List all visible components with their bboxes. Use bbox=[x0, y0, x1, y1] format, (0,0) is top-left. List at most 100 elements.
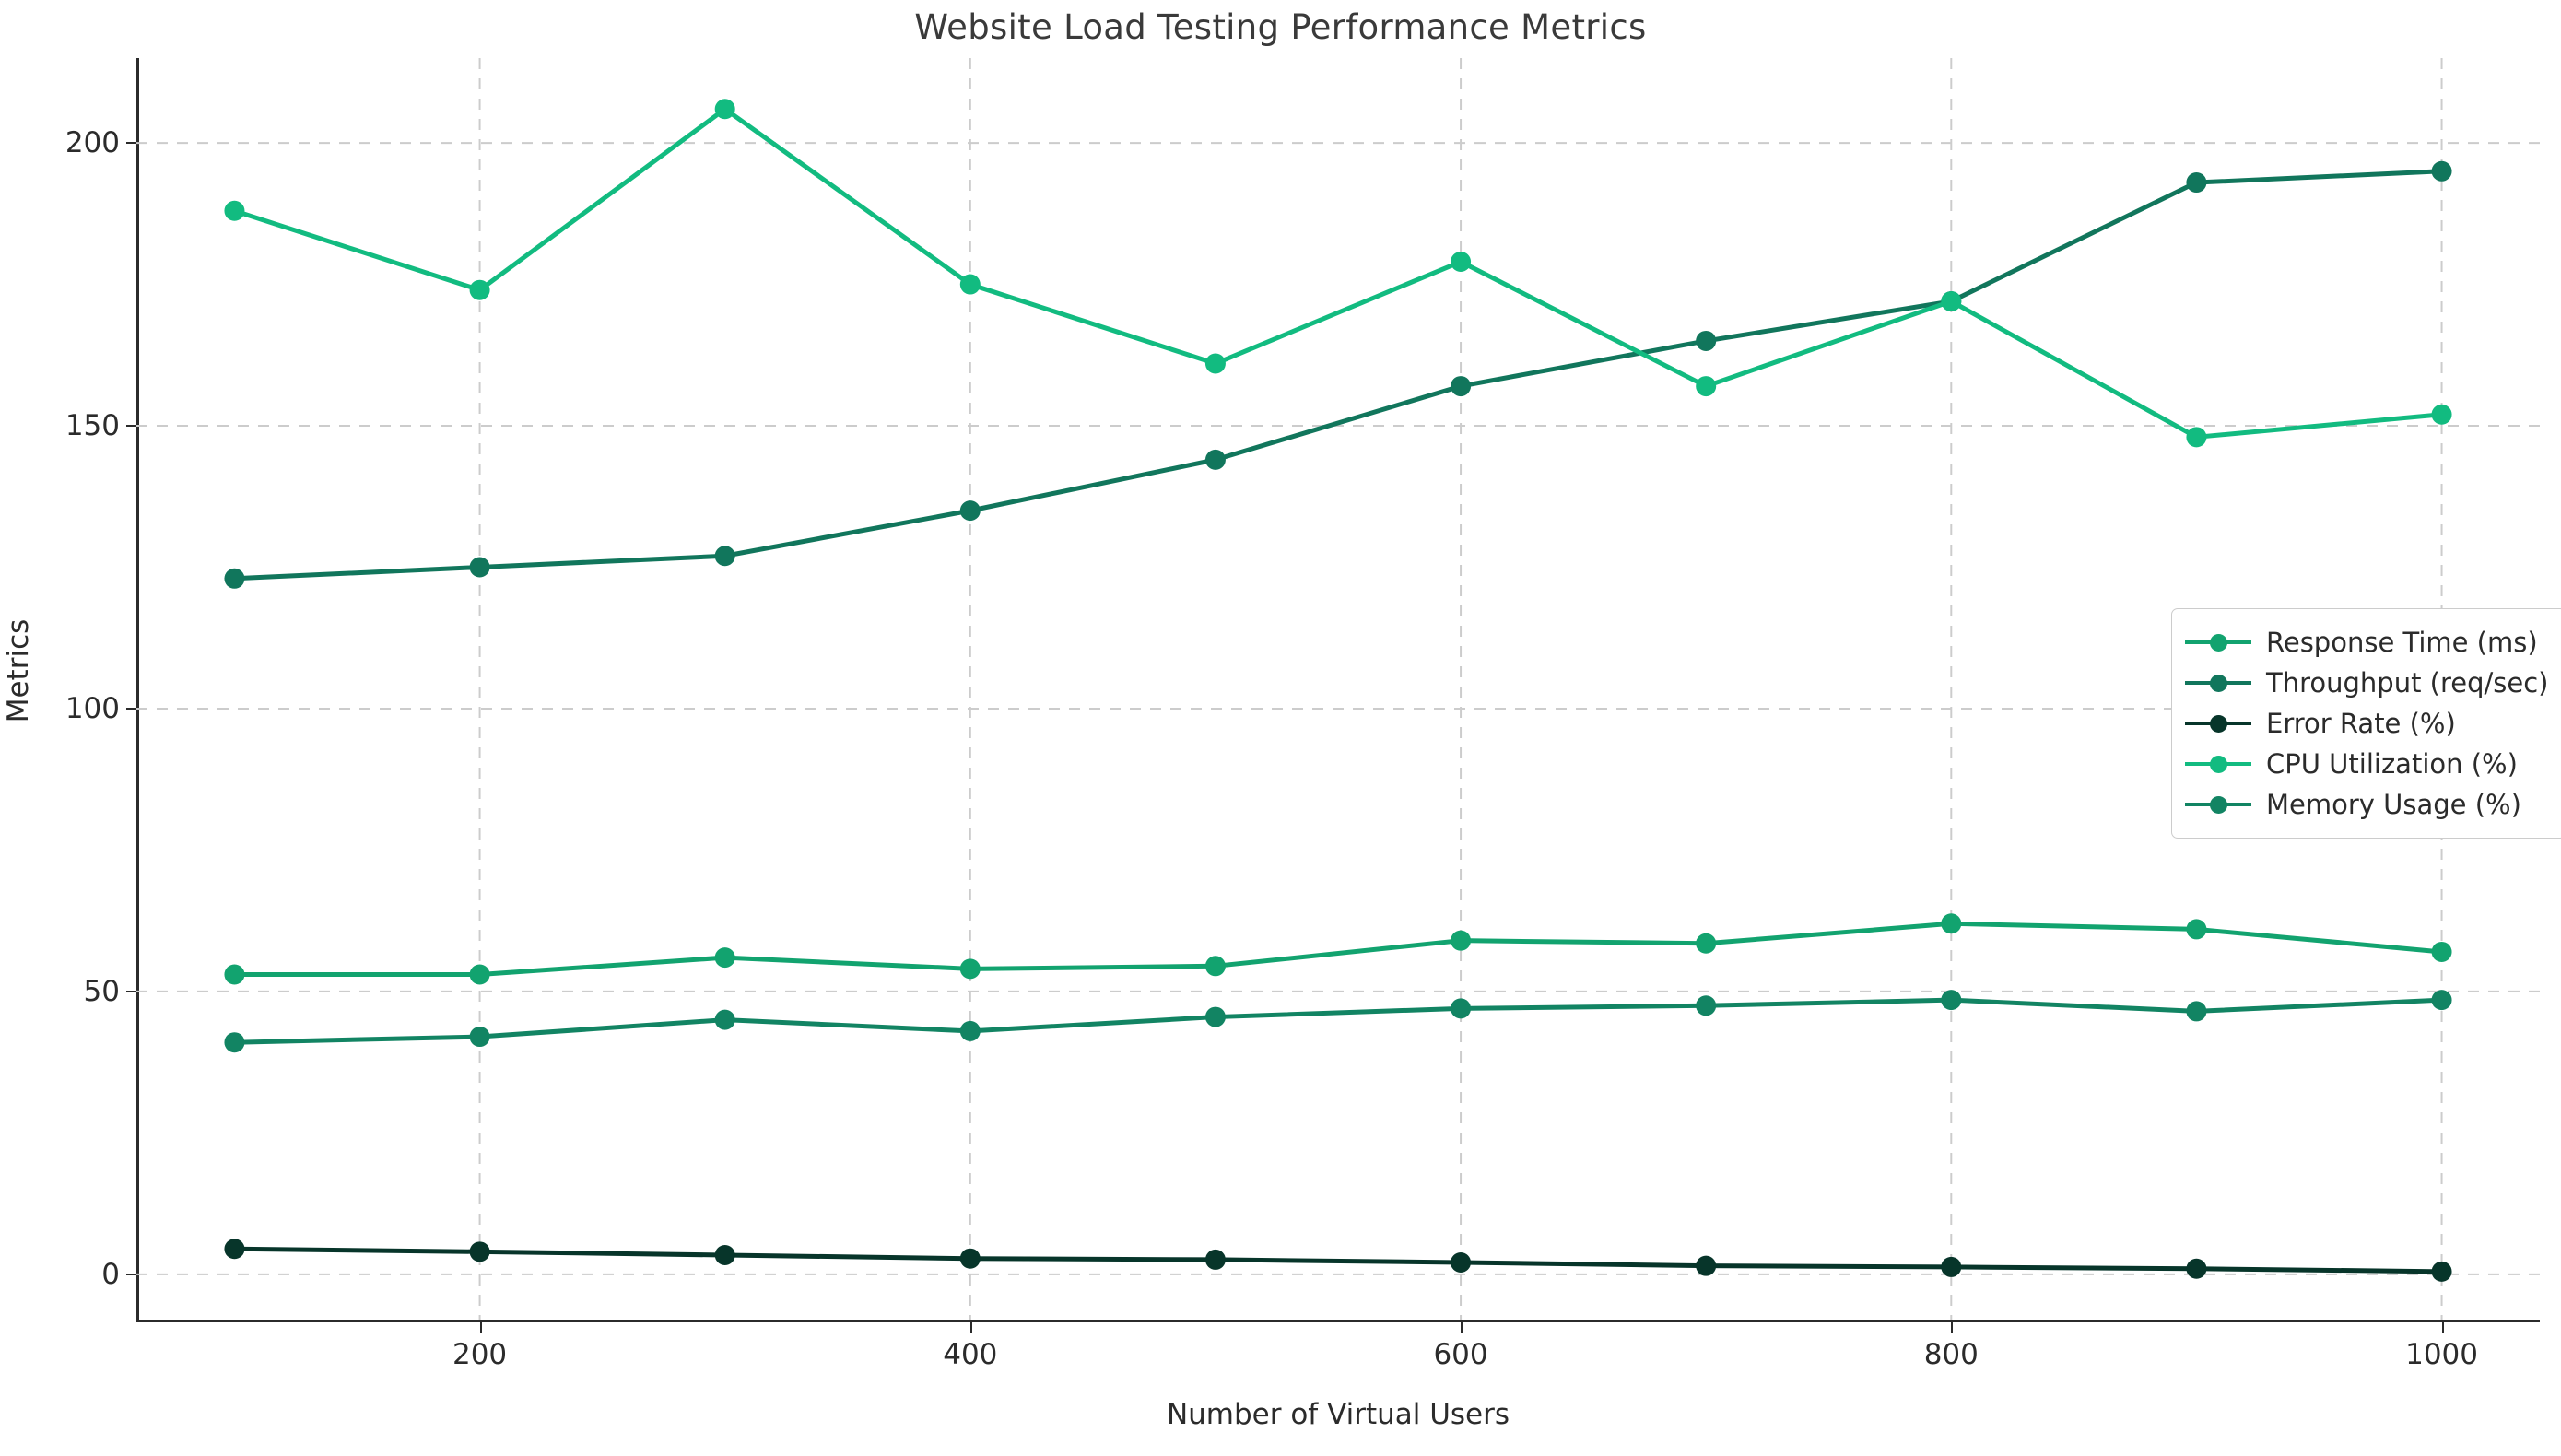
series-3 bbox=[224, 99, 2452, 448]
series-line bbox=[231, 997, 2445, 1045]
y-tick-label: 0 bbox=[101, 1257, 120, 1291]
data-point bbox=[469, 1241, 490, 1262]
data-point bbox=[2186, 919, 2207, 940]
x-tick-label: 400 bbox=[943, 1338, 998, 1371]
legend-swatch-icon bbox=[2185, 793, 2251, 816]
legend-item[interactable]: Throughput (req/sec) bbox=[2185, 663, 2549, 703]
x-axis-label: Number of Virtual Users bbox=[1166, 1398, 1510, 1431]
data-point bbox=[2186, 427, 2207, 448]
legend-label: Throughput (req/sec) bbox=[2266, 666, 2549, 699]
y-tick-mark bbox=[126, 990, 136, 992]
data-point bbox=[959, 274, 981, 295]
y-tick-label: 150 bbox=[65, 409, 120, 443]
plot-area bbox=[136, 58, 2540, 1320]
data-point bbox=[224, 1032, 245, 1053]
series-0 bbox=[224, 913, 2452, 985]
data-point bbox=[1451, 252, 1472, 273]
data-point bbox=[2186, 1258, 2207, 1279]
legend-swatch-icon bbox=[2185, 630, 2251, 654]
data-point bbox=[2186, 1001, 2207, 1022]
series-line bbox=[231, 921, 2445, 978]
data-point bbox=[469, 1027, 490, 1048]
data-point bbox=[469, 557, 490, 578]
data-point bbox=[714, 947, 735, 969]
data-point bbox=[2431, 1261, 2452, 1282]
x-axis-spine bbox=[136, 1320, 2540, 1322]
data-point bbox=[1696, 330, 1717, 351]
legend-label: Memory Usage (%) bbox=[2266, 788, 2521, 820]
plot-lines-svg bbox=[136, 58, 2540, 1320]
data-point bbox=[1451, 930, 1472, 951]
data-point bbox=[714, 99, 735, 120]
legend-marker-icon bbox=[2209, 714, 2227, 733]
y-tick-label: 100 bbox=[65, 691, 120, 725]
y-tick-mark bbox=[126, 707, 136, 710]
data-point bbox=[2431, 160, 2452, 182]
series-line bbox=[231, 169, 2445, 581]
legend-item[interactable]: Error Rate (%) bbox=[2185, 703, 2549, 744]
legend-marker-icon bbox=[2209, 755, 2227, 773]
y-tick-label: 200 bbox=[65, 126, 120, 160]
data-point bbox=[1941, 1256, 1962, 1277]
legend-marker-icon bbox=[2209, 674, 2227, 692]
data-point bbox=[714, 546, 735, 567]
data-point bbox=[1696, 1255, 1717, 1276]
data-point bbox=[1204, 449, 1226, 470]
legend-swatch-icon bbox=[2185, 671, 2251, 695]
data-point bbox=[469, 279, 490, 300]
series-4 bbox=[224, 990, 2452, 1053]
y-axis-label: Metrics bbox=[2, 618, 35, 723]
x-tick-mark bbox=[1951, 1322, 1954, 1333]
x-tick-label: 600 bbox=[1433, 1338, 1488, 1371]
data-point bbox=[2186, 172, 2207, 194]
data-point bbox=[1696, 995, 1717, 1016]
chart-legend: Response Time (ms) Throughput (req/sec) Er… bbox=[2171, 608, 2561, 839]
legend-item[interactable]: CPU Utilization (%) bbox=[2185, 744, 2549, 784]
legend-label: Response Time (ms) bbox=[2266, 626, 2538, 658]
data-point bbox=[1941, 913, 1962, 934]
data-point bbox=[224, 1239, 245, 1260]
y-tick-mark bbox=[126, 142, 136, 145]
data-point bbox=[1941, 290, 1962, 311]
y-tick-label: 50 bbox=[83, 974, 120, 1008]
x-tick-mark bbox=[969, 1322, 972, 1333]
data-point bbox=[1941, 990, 1962, 1011]
data-point bbox=[1204, 353, 1226, 374]
data-point bbox=[1204, 1006, 1226, 1027]
legend-marker-icon bbox=[2209, 633, 2227, 652]
data-point bbox=[959, 1248, 981, 1269]
series-line bbox=[231, 106, 2445, 440]
data-point bbox=[224, 568, 245, 589]
legend-item[interactable]: Memory Usage (%) bbox=[2185, 784, 2549, 825]
legend-swatch-icon bbox=[2185, 752, 2251, 776]
x-tick-label: 1000 bbox=[2405, 1338, 2478, 1371]
series-2 bbox=[224, 1239, 2452, 1282]
x-tick-label: 200 bbox=[452, 1338, 508, 1371]
data-point bbox=[1204, 956, 1226, 977]
legend-swatch-icon bbox=[2185, 711, 2251, 735]
x-tick-mark bbox=[479, 1322, 482, 1333]
data-point bbox=[1451, 998, 1472, 1019]
y-tick-mark bbox=[126, 1273, 136, 1275]
y-axis-spine bbox=[136, 58, 139, 1321]
x-tick-mark bbox=[1461, 1322, 1463, 1333]
chart-title: Website Load Testing Performance Metrics bbox=[914, 7, 1647, 47]
series-line bbox=[231, 1246, 2445, 1274]
data-point bbox=[2431, 941, 2452, 962]
data-point bbox=[1451, 1251, 1472, 1273]
data-point bbox=[714, 1009, 735, 1030]
legend-label: CPU Utilization (%) bbox=[2266, 747, 2518, 780]
data-point bbox=[224, 964, 245, 985]
data-point bbox=[959, 958, 981, 980]
data-point bbox=[959, 1020, 981, 1041]
data-point bbox=[1696, 933, 1717, 954]
y-tick-mark bbox=[126, 425, 136, 428]
data-point bbox=[2431, 990, 2452, 1011]
x-tick-label: 800 bbox=[1923, 1338, 1979, 1371]
legend-item[interactable]: Response Time (ms) bbox=[2185, 622, 2549, 663]
data-point bbox=[1451, 376, 1472, 397]
series-1 bbox=[224, 160, 2452, 589]
data-point bbox=[224, 200, 245, 221]
data-point bbox=[469, 964, 490, 985]
